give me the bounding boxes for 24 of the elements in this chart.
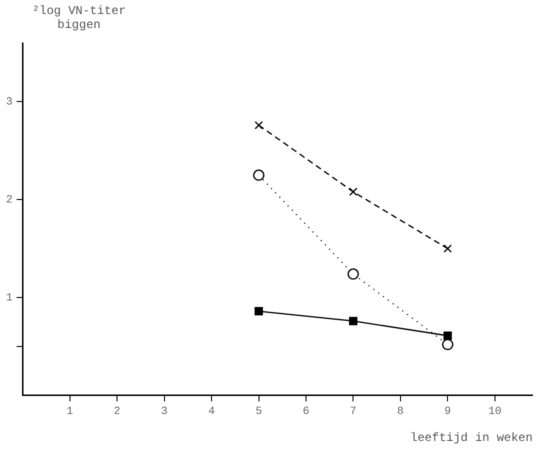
x-tick-label: 6 [302,406,310,418]
point [253,170,264,181]
point [349,316,358,326]
y-tick-label: 2 [6,194,13,207]
y-tick-label: 3 [6,96,13,109]
x-tick-label: 5 [255,406,262,418]
point [442,338,454,350]
point [348,268,359,280]
x-tick-label: 4 [208,406,216,418]
x-tick-label: 9 [444,406,451,418]
point [444,332,452,340]
x-tick-label: 3 [160,406,168,418]
y-tick-label: 1 [6,292,13,304]
x-tick-label: 2 [114,406,120,418]
y-axis-title: ²log VN-titer biggen [31,4,127,32]
point [254,121,263,130]
point [254,307,263,316]
x-tick-label: 7 [350,406,357,418]
point [444,244,452,253]
x-tick-label: 1 [66,406,74,418]
point [349,188,358,196]
x-axis-title: leeftijd in weken [410,430,533,445]
x-tick-label: 10 [488,406,502,418]
x-tick-label: 8 [397,406,404,418]
